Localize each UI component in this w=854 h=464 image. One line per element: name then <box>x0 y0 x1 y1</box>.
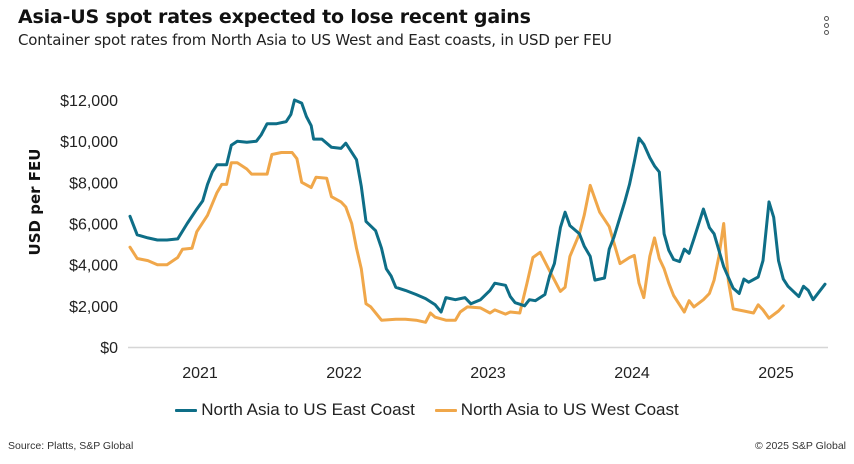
source-note: Source: Platts, S&P Global <box>8 440 134 452</box>
x-tick-label: 2021 <box>182 365 218 382</box>
legend-swatch-east-coast <box>175 408 198 412</box>
legend-item-west-coast[interactable]: North Asia to US West Coast <box>434 400 679 420</box>
legend-label-west-coast: North Asia to US West Coast <box>460 400 679 419</box>
legend-item-east-coast[interactable]: North Asia to US East Coast <box>175 400 415 420</box>
y-tick-label: $4,000 <box>69 258 118 275</box>
y-axis: $0 $2,000 $4,000 $6,000 $8,000 $10,000 $12,000 <box>60 93 118 357</box>
x-axis: 2021 2022 2023 2024 2025 <box>182 365 794 382</box>
y-tick-label: $0 <box>100 340 118 357</box>
y-tick-label: $10,000 <box>60 134 118 151</box>
chart-title: Asia-US spot rates expected to lose rece… <box>18 6 531 28</box>
y-axis-label: USD per FEU <box>26 149 44 256</box>
legend-swatch-west-coast <box>434 408 457 412</box>
series-group <box>128 98 827 324</box>
y-tick-label: $8,000 <box>69 175 118 192</box>
x-tick-label: 2023 <box>470 365 506 382</box>
legend: North Asia to US East Coast North Asia t… <box>0 400 854 420</box>
legend-label-east-coast: North Asia to US East Coast <box>201 400 415 419</box>
x-tick-label: 2024 <box>614 365 650 382</box>
chart-subtitle: Container spot rates from North Asia to … <box>18 31 612 49</box>
y-tick-label: $2,000 <box>69 299 118 316</box>
series-line-east-coast <box>128 98 827 314</box>
kebab-menu-icon[interactable] <box>818 16 834 42</box>
x-tick-label: 2022 <box>326 365 362 382</box>
y-tick-label: $12,000 <box>60 93 118 110</box>
y-tick-label: $6,000 <box>69 217 118 234</box>
line-chart: $0 $2,000 $4,000 $6,000 $8,000 $10,000 $12,000… <box>26 93 828 382</box>
x-tick-label: 2025 <box>758 365 794 382</box>
series-line-west-coast <box>128 151 785 324</box>
copyright-note: © 2025 S&P Global <box>754 440 846 452</box>
